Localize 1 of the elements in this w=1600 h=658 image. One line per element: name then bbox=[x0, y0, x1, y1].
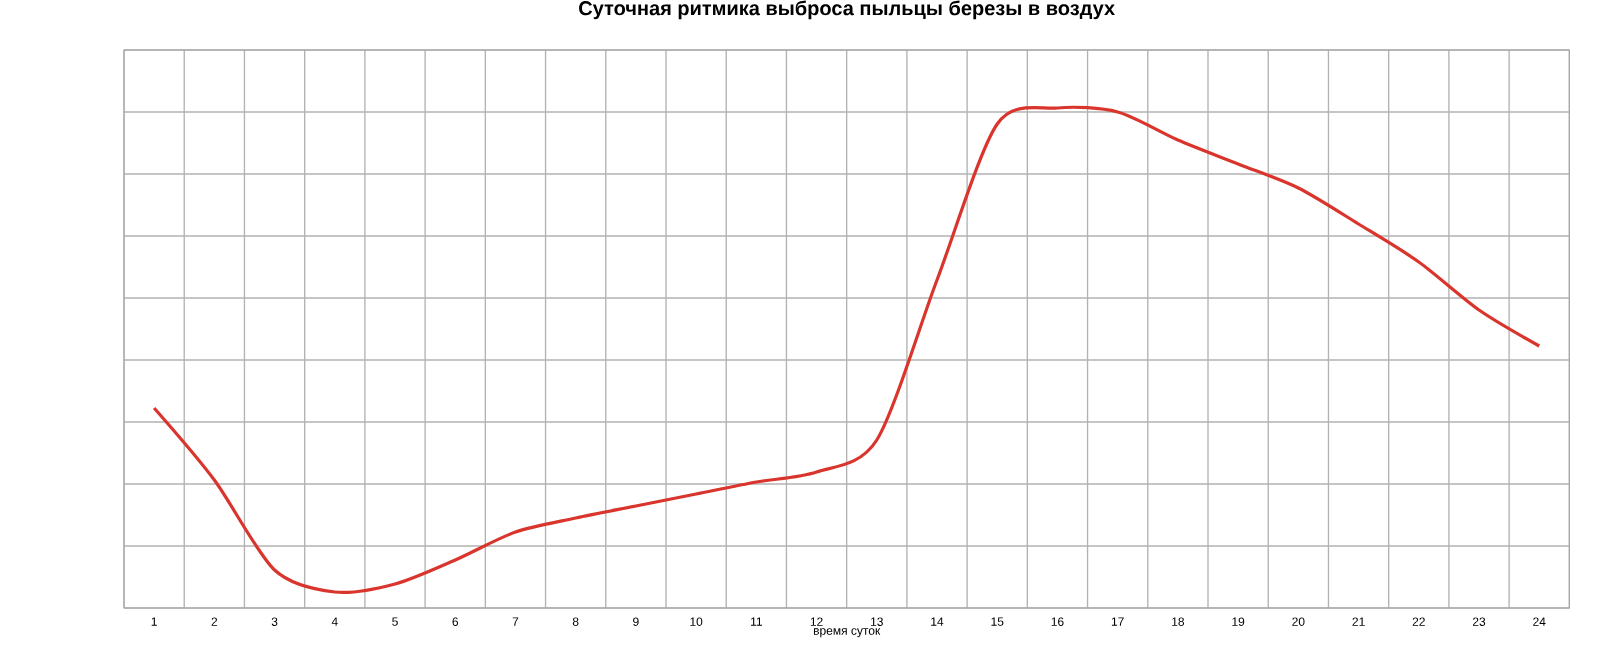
chart-title: Суточная ритмика выброса пыльцы березы в воздух bbox=[579, 0, 1115, 20]
